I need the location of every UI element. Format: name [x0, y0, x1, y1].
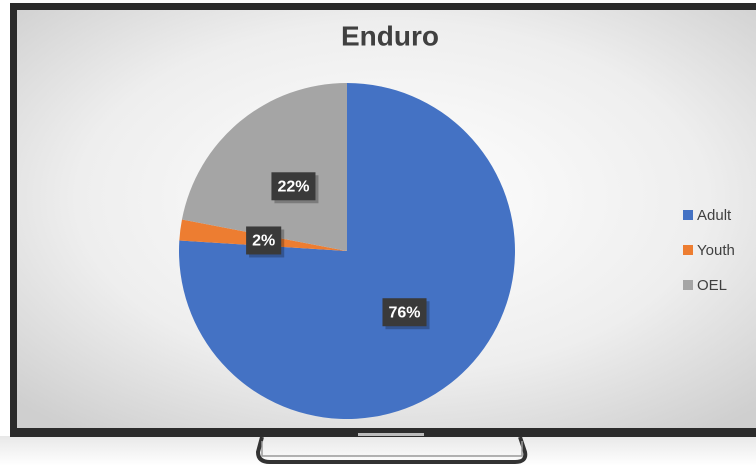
chart-title: Enduro	[341, 20, 439, 51]
tv-stand	[255, 436, 528, 464]
legend-swatch	[683, 210, 693, 220]
data-label-text: 2%	[252, 233, 275, 250]
pie: 76% 2% 22%	[178, 83, 515, 419]
legend-swatch	[683, 245, 693, 255]
pie-slice	[181, 83, 347, 251]
data-label-box	[271, 172, 316, 201]
data-label-text: 22%	[277, 178, 309, 195]
data-label-box	[382, 298, 427, 327]
data-label-box	[246, 226, 282, 255]
tv-logo-strip	[358, 433, 424, 436]
data-label: 22%	[271, 172, 319, 204]
legend-swatch	[683, 280, 693, 290]
legend-label: Adult	[697, 207, 732, 224]
legend: Adult Youth OEL	[683, 207, 735, 294]
legend-label: OEL	[697, 277, 727, 294]
data-label-text: 76%	[388, 304, 420, 321]
tv-stand-inner	[261, 441, 523, 457]
data-label: 76%	[382, 298, 430, 330]
data-label: 2%	[246, 226, 285, 258]
legend-label: Youth	[697, 242, 735, 259]
